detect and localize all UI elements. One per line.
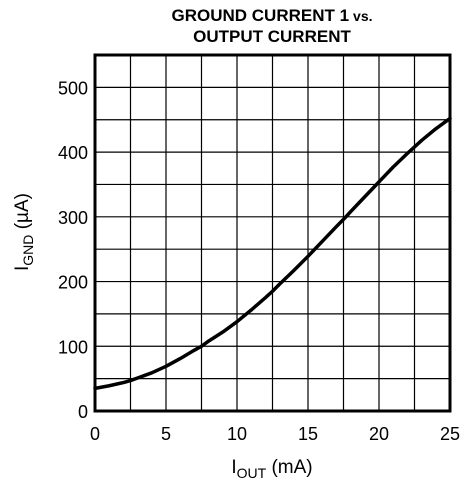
y-tick-label: 200: [58, 273, 88, 293]
y-tick-label: 100: [58, 337, 88, 357]
y-tick-label: 500: [58, 78, 88, 98]
x-tick-label: 20: [369, 424, 389, 444]
x-tick-label: 0: [90, 424, 100, 444]
y-tick-label: 0: [78, 402, 88, 422]
x-axis-label-main: I: [231, 457, 236, 478]
data-series: [93, 116, 452, 391]
y-axis-label-sub: GND: [20, 235, 36, 266]
x-tick-label: 25: [440, 424, 460, 444]
series-line: [93, 116, 452, 391]
chart-title-vs: vs.: [353, 8, 372, 24]
x-tick-label: 10: [227, 424, 247, 444]
y-tick-label: 300: [58, 208, 88, 228]
y-axis-label-main: I: [12, 266, 33, 271]
chart-title-line-1: GROUND CURRENT 1 vs.: [171, 6, 372, 25]
y-axis-label: IGND (µA): [12, 193, 36, 271]
y-tick-label: 400: [58, 143, 88, 163]
tick-labels: 0 5 10 15 20 25 0 100 200 300 400 500: [58, 78, 460, 444]
chart-title-part-1: GROUND CURRENT 1: [171, 6, 349, 25]
plot-frame: [93, 53, 452, 413]
chart-title-line-2: OUTPUT CURRENT: [193, 27, 351, 46]
grid-lines: [95, 55, 450, 411]
x-tick-label: 5: [161, 424, 171, 444]
x-tick-label: 15: [298, 424, 318, 444]
x-axis-label-sub: OUT: [237, 465, 267, 481]
y-axis-label-unit: (µA): [12, 193, 33, 235]
x-axis-label: IOUT (mA): [231, 457, 312, 481]
x-axis-label-unit: (mA): [266, 457, 312, 478]
